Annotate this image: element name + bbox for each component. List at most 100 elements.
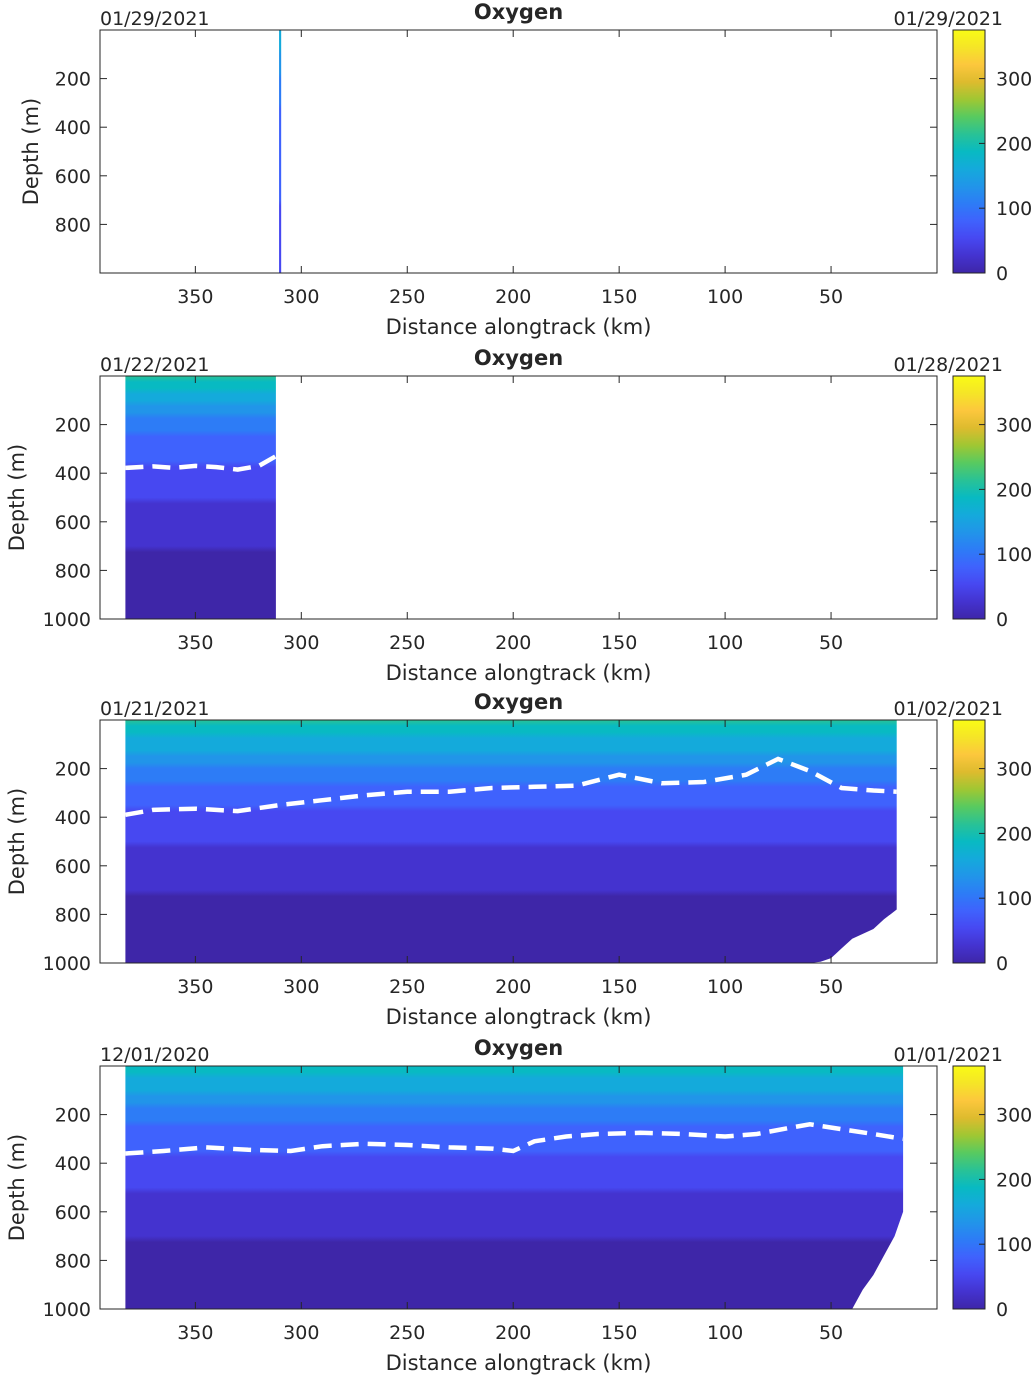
colorbar-tick-label: 200 — [996, 479, 1032, 501]
y-axis-label: Depth (m) — [5, 788, 29, 895]
x-tick-label: 50 — [819, 1322, 843, 1344]
colorbar-tick-label: 100 — [996, 1234, 1032, 1256]
colorbar-tick-label: 100 — [996, 544, 1032, 566]
oxygen-panel-4: Oxygen 12/01/2020 01/01/2021 Distance al… — [5, 1036, 1032, 1375]
date-left-label: 01/21/2021 — [100, 698, 210, 720]
oxygen-field — [279, 30, 282, 273]
y-tick-label: 200 — [55, 759, 91, 781]
x-tick-label: 100 — [707, 1322, 743, 1344]
oxygen-field — [125, 376, 278, 619]
y-tick-label: 600 — [55, 1202, 91, 1224]
x-tick-label: 100 — [707, 286, 743, 308]
y-tick-label: 200 — [55, 69, 91, 91]
hypoxia-contour-line — [125, 756, 897, 818]
x-tick-label: 200 — [495, 632, 531, 654]
oxygen-panel-3: Oxygen 01/21/2021 01/02/2021 Distance al… — [5, 690, 1032, 1029]
y-tick-label: 800 — [55, 904, 91, 926]
colorbar — [952, 375, 986, 620]
colorbar-tick-label: 200 — [996, 1169, 1032, 1191]
y-axis-label: Depth (m) — [19, 98, 43, 205]
panel-title: Oxygen — [474, 690, 563, 714]
y-axis-label: Depth (m) — [5, 444, 29, 551]
y-tick-label: 200 — [55, 1105, 91, 1127]
x-tick-label: 250 — [389, 286, 425, 308]
panel-title: Oxygen — [474, 346, 563, 370]
x-tick-label: 350 — [177, 632, 213, 654]
oxygen-panel-1: Oxygen 01/29/2021 01/29/2021 Distance al… — [19, 0, 1032, 339]
y-tick-label: 800 — [55, 214, 91, 236]
colorbar-tick-label: 0 — [996, 263, 1008, 285]
date-left-label: 01/29/2021 — [100, 8, 210, 30]
x-axis-label: Distance alongtrack (km) — [386, 1351, 652, 1375]
x-tick-label: 150 — [601, 632, 637, 654]
date-right-label: 01/01/2021 — [893, 1044, 1003, 1066]
x-tick-label: 50 — [819, 286, 843, 308]
y-tick-label: 800 — [55, 560, 91, 582]
axes-frame — [99, 719, 938, 964]
oxygen-field — [125, 720, 897, 963]
x-tick-label: 350 — [177, 286, 213, 308]
colorbar-tick-label: 300 — [996, 415, 1032, 437]
y-axis-label: Depth (m) — [5, 1134, 29, 1241]
colorbar-tick-label: 100 — [996, 888, 1032, 910]
axes-frame — [99, 1065, 938, 1310]
x-tick-label: 300 — [283, 632, 319, 654]
axes-frame — [99, 375, 938, 620]
x-tick-label: 250 — [389, 632, 425, 654]
date-right-label: 01/02/2021 — [893, 698, 1003, 720]
colorbar — [952, 719, 986, 964]
oxygen-profile-strip — [279, 30, 282, 273]
y-tick-label: 600 — [55, 512, 91, 534]
x-tick-label: 350 — [177, 1322, 213, 1344]
colorbar-tick-label: 300 — [996, 759, 1032, 781]
x-tick-label: 100 — [707, 632, 743, 654]
axes-frame — [99, 29, 938, 274]
x-tick-label: 200 — [495, 976, 531, 998]
date-left-label: 01/22/2021 — [100, 354, 210, 376]
x-tick-label: 150 — [601, 1322, 637, 1344]
colorbar-tick-label: 100 — [996, 198, 1032, 220]
y-tick-label: 400 — [55, 463, 91, 485]
y-tick-label: 800 — [55, 1250, 91, 1272]
x-tick-label: 150 — [601, 286, 637, 308]
y-tick-label: 1000 — [43, 609, 91, 631]
oxygen-field-area — [125, 720, 897, 963]
colorbar — [952, 1065, 986, 1310]
date-right-label: 01/29/2021 — [893, 8, 1003, 30]
x-tick-label: 100 — [707, 976, 743, 998]
x-tick-label: 300 — [283, 1322, 319, 1344]
colorbar — [952, 29, 986, 274]
date-right-label: 01/28/2021 — [893, 354, 1003, 376]
x-tick-label: 350 — [177, 976, 213, 998]
oxygen-field — [125, 1066, 904, 1309]
y-tick-label: 400 — [55, 1153, 91, 1175]
y-tick-label: 400 — [55, 117, 91, 139]
x-axis-label: Distance alongtrack (km) — [386, 1005, 652, 1029]
y-tick-label: 600 — [55, 856, 91, 878]
y-tick-label: 1000 — [43, 953, 91, 975]
colorbar-tick-label: 300 — [996, 69, 1032, 91]
x-tick-label: 300 — [283, 976, 319, 998]
y-tick-label: 200 — [55, 415, 91, 437]
colorbar-tick-label: 0 — [996, 953, 1008, 975]
x-tick-label: 200 — [495, 286, 531, 308]
hypoxia-contour-line — [125, 1122, 904, 1156]
x-tick-label: 250 — [389, 976, 425, 998]
panel-title: Oxygen — [474, 1036, 563, 1060]
y-tick-label: 1000 — [43, 1299, 91, 1321]
x-axis-label: Distance alongtrack (km) — [386, 661, 652, 685]
colorbar-tick-label: 0 — [996, 1299, 1008, 1321]
x-tick-label: 300 — [283, 286, 319, 308]
y-tick-label: 400 — [55, 807, 91, 829]
x-tick-label: 50 — [819, 632, 843, 654]
oxygen-field-area — [125, 376, 276, 619]
colorbar-tick-label: 300 — [996, 1105, 1032, 1127]
oxygen-panel-2: Oxygen 01/22/2021 01/28/2021 Distance al… — [5, 346, 1032, 685]
colorbar-tick-label: 200 — [996, 823, 1032, 845]
y-tick-label: 600 — [55, 166, 91, 188]
x-tick-label: 50 — [819, 976, 843, 998]
colorbar-tick-label: 0 — [996, 609, 1008, 631]
x-tick-label: 250 — [389, 1322, 425, 1344]
x-tick-label: 150 — [601, 976, 637, 998]
